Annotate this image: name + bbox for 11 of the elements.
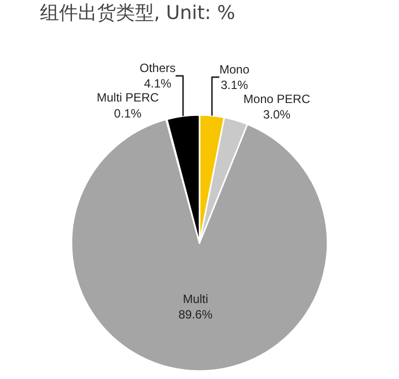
slice-label: Multi PERC xyxy=(96,90,160,105)
slice-label: Multi xyxy=(182,292,208,306)
data-label: 3.0% xyxy=(263,108,291,122)
data-label: 0.1% xyxy=(114,106,142,120)
slice-label: Mono PERC xyxy=(243,92,310,106)
slice-label: Others xyxy=(140,61,176,76)
slice-label: Mono xyxy=(219,62,250,76)
data-label: 4.1% xyxy=(144,76,172,91)
chart-title: 组件出货类型, Unit: % xyxy=(40,2,236,24)
data-label: 89.6% xyxy=(178,308,213,322)
data-label: 3.1% xyxy=(220,78,248,92)
